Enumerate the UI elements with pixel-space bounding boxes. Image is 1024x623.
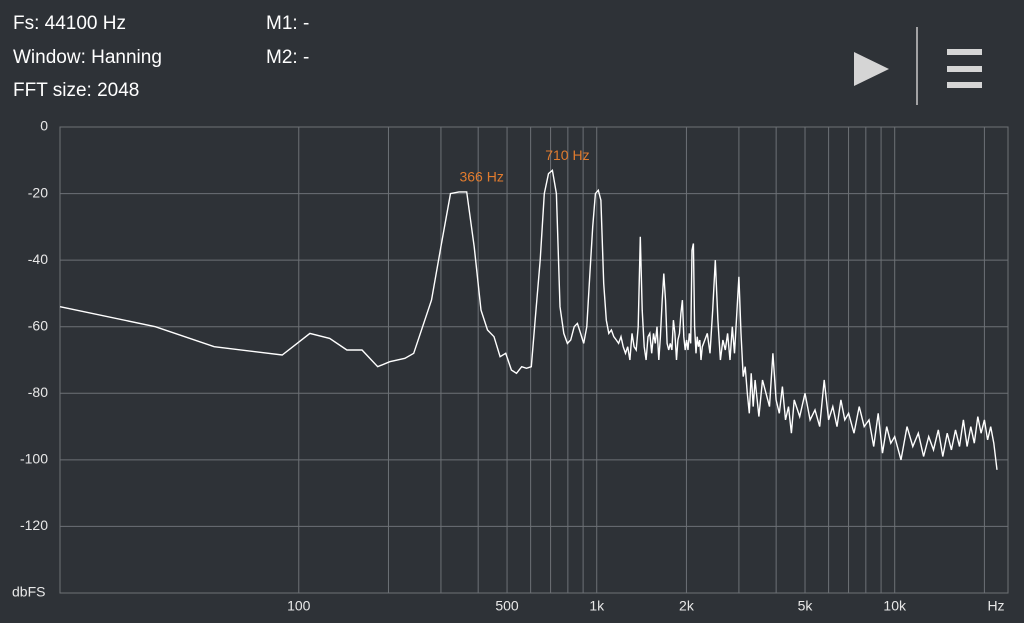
- menu-button[interactable]: [935, 40, 993, 98]
- x-tick-label: 500: [495, 598, 519, 614]
- plot: 0 -20 -40 -60 -80 -100 -120 dbFS 100 500 1k 2k 5k 10k…: [12, 118, 1009, 614]
- marker-2-info: M2: -: [266, 47, 309, 68]
- x-tick-label: 1k: [589, 598, 605, 614]
- y-tick-label: -40: [28, 251, 48, 267]
- x-axis-label: Hz: [987, 598, 1004, 614]
- menu-bar[interactable]: [947, 49, 982, 55]
- spectrum-line: [59, 168, 998, 470]
- fft-size-info: FFT size: 2048: [13, 80, 139, 101]
- window-info: Window: Hanning: [13, 47, 162, 68]
- peak-marker-label: 366 Hz: [459, 169, 503, 185]
- fs-info: Fs: 44100 Hz: [13, 13, 126, 34]
- y-tick-label: -120: [20, 517, 48, 533]
- menu-bar[interactable]: [947, 82, 982, 88]
- x-tick-label: 2k: [679, 598, 695, 614]
- y-tick-label: -80: [28, 384, 48, 400]
- menu-bar[interactable]: [947, 66, 982, 72]
- y-tick-label: -20: [28, 184, 48, 200]
- plot-border: [59, 126, 1009, 594]
- x-tick-label: 5k: [798, 598, 814, 614]
- x-tick-label: 10k: [883, 598, 907, 614]
- peak-marker-label: 710 Hz: [545, 147, 589, 163]
- y-tick-label: -100: [20, 451, 48, 467]
- marker-1-info: M1: -: [266, 13, 309, 34]
- y-tick-label: 0: [40, 118, 48, 134]
- y-axis-label: dbFS: [12, 584, 45, 600]
- y-tick-label: -60: [28, 317, 48, 333]
- x-tick-label: 100: [287, 598, 311, 614]
- play-button[interactable]: [840, 40, 900, 98]
- play-icon[interactable]: [854, 52, 889, 86]
